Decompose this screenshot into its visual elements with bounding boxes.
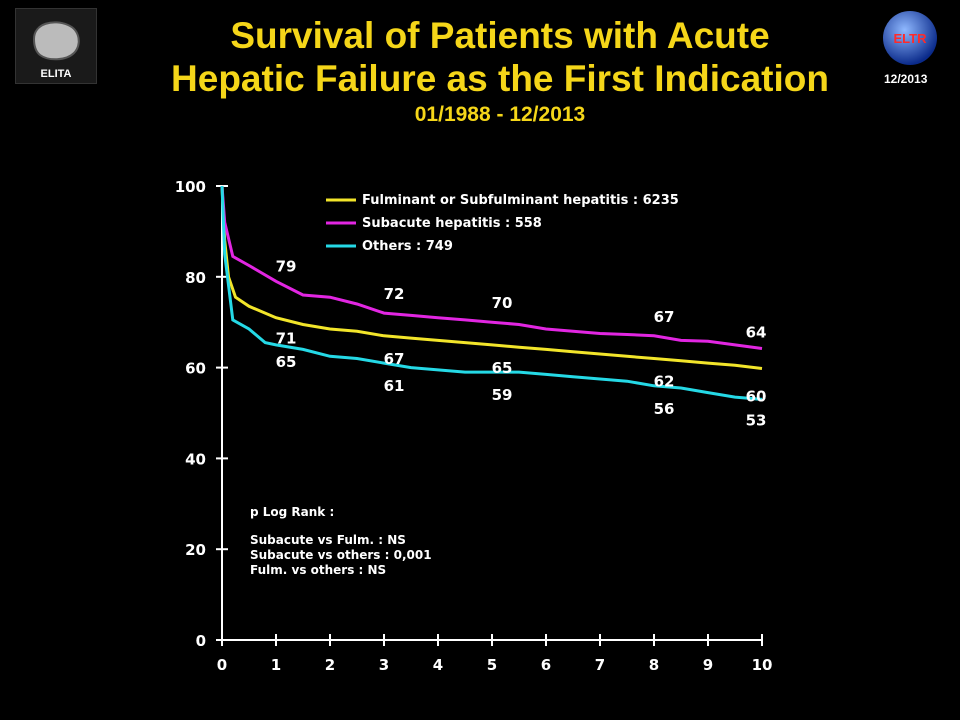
data-label: 56: [654, 400, 675, 418]
y-tick-label: 80: [185, 269, 206, 287]
series-line: [220, 185, 763, 401]
page-title-line2: Hepatic Failure as the First Indication: [171, 58, 829, 99]
series-line: [220, 185, 763, 350]
elita-logo: ELITA: [15, 8, 97, 84]
series-lines: [220, 185, 763, 401]
p-log-rank-annotation: p Log Rank : Subacute vs Fulm. : NSSubacu…: [250, 505, 432, 577]
data-label: 53: [746, 411, 767, 429]
x-tick-label: 3: [379, 656, 389, 674]
y-tick-label: 100: [175, 178, 206, 196]
x-tick-label: 1: [271, 656, 281, 674]
x-tick-label: 10: [752, 656, 773, 674]
data-label: 65: [276, 353, 297, 371]
logo-left-text: ELITA: [41, 68, 72, 80]
p-log-rank-line: Subacute vs others : 0,001: [250, 548, 432, 562]
date-tag: 12/2013: [884, 72, 928, 86]
data-label: 62: [654, 373, 675, 391]
data-label: 65: [492, 359, 513, 377]
data-label: 59: [492, 386, 513, 404]
data-label: 71: [276, 330, 297, 348]
data-label: 67: [384, 350, 405, 368]
logo-right-text: ELTR: [894, 31, 928, 46]
legend-label: Subacute hepatitis : 558: [362, 216, 542, 231]
x-tick-label: 4: [433, 656, 443, 674]
x-tick-label: 5: [487, 656, 497, 674]
legend: Fulminant or Subfulminant hepatitis : 62…: [326, 193, 679, 254]
y-tick-label: 40: [185, 450, 206, 468]
x-tick-label: 6: [541, 656, 551, 674]
x-tick-label: 7: [595, 656, 605, 674]
data-label: 79: [276, 257, 297, 275]
page-subtitle: 01/1988 - 12/2013: [414, 103, 586, 126]
y-tick-label: 60: [185, 360, 206, 378]
globe-icon: ELTR: [883, 11, 937, 65]
data-label: 61: [384, 377, 405, 395]
data-labels: 71 67 65 62 60 79 72 70 67 64 65 61 59 56 53: [276, 257, 767, 429]
x-tick-label: 2: [325, 656, 335, 674]
data-label: 72: [384, 285, 405, 303]
data-label: 70: [492, 294, 513, 312]
liver-icon: ELITA: [32, 21, 80, 80]
data-label: 64: [746, 323, 767, 341]
p-log-rank-line: Fulm. vs others : NS: [250, 563, 386, 577]
title-block: Survival of Patients with Acute Hepatic …: [100, 14, 900, 127]
y-tick-label: 0: [196, 632, 206, 650]
x-tick-label: 9: [703, 656, 713, 674]
legend-label: Fulminant or Subfulminant hepatitis : 62…: [362, 193, 679, 208]
p-log-rank-title: p Log Rank :: [250, 505, 334, 519]
page-title-line1: Survival of Patients with Acute: [230, 15, 770, 56]
x-tick-label: 0: [217, 656, 227, 674]
legend-label: Others : 749: [362, 239, 453, 254]
data-label: 60: [746, 388, 767, 406]
series-line: [220, 185, 763, 370]
eltr-logo: ELTR: [880, 8, 940, 68]
p-log-rank-line: Subacute vs Fulm. : NS: [250, 533, 406, 547]
data-label: 67: [654, 308, 675, 326]
x-tick-label: 8: [649, 656, 659, 674]
y-tick-label: 20: [185, 541, 206, 559]
